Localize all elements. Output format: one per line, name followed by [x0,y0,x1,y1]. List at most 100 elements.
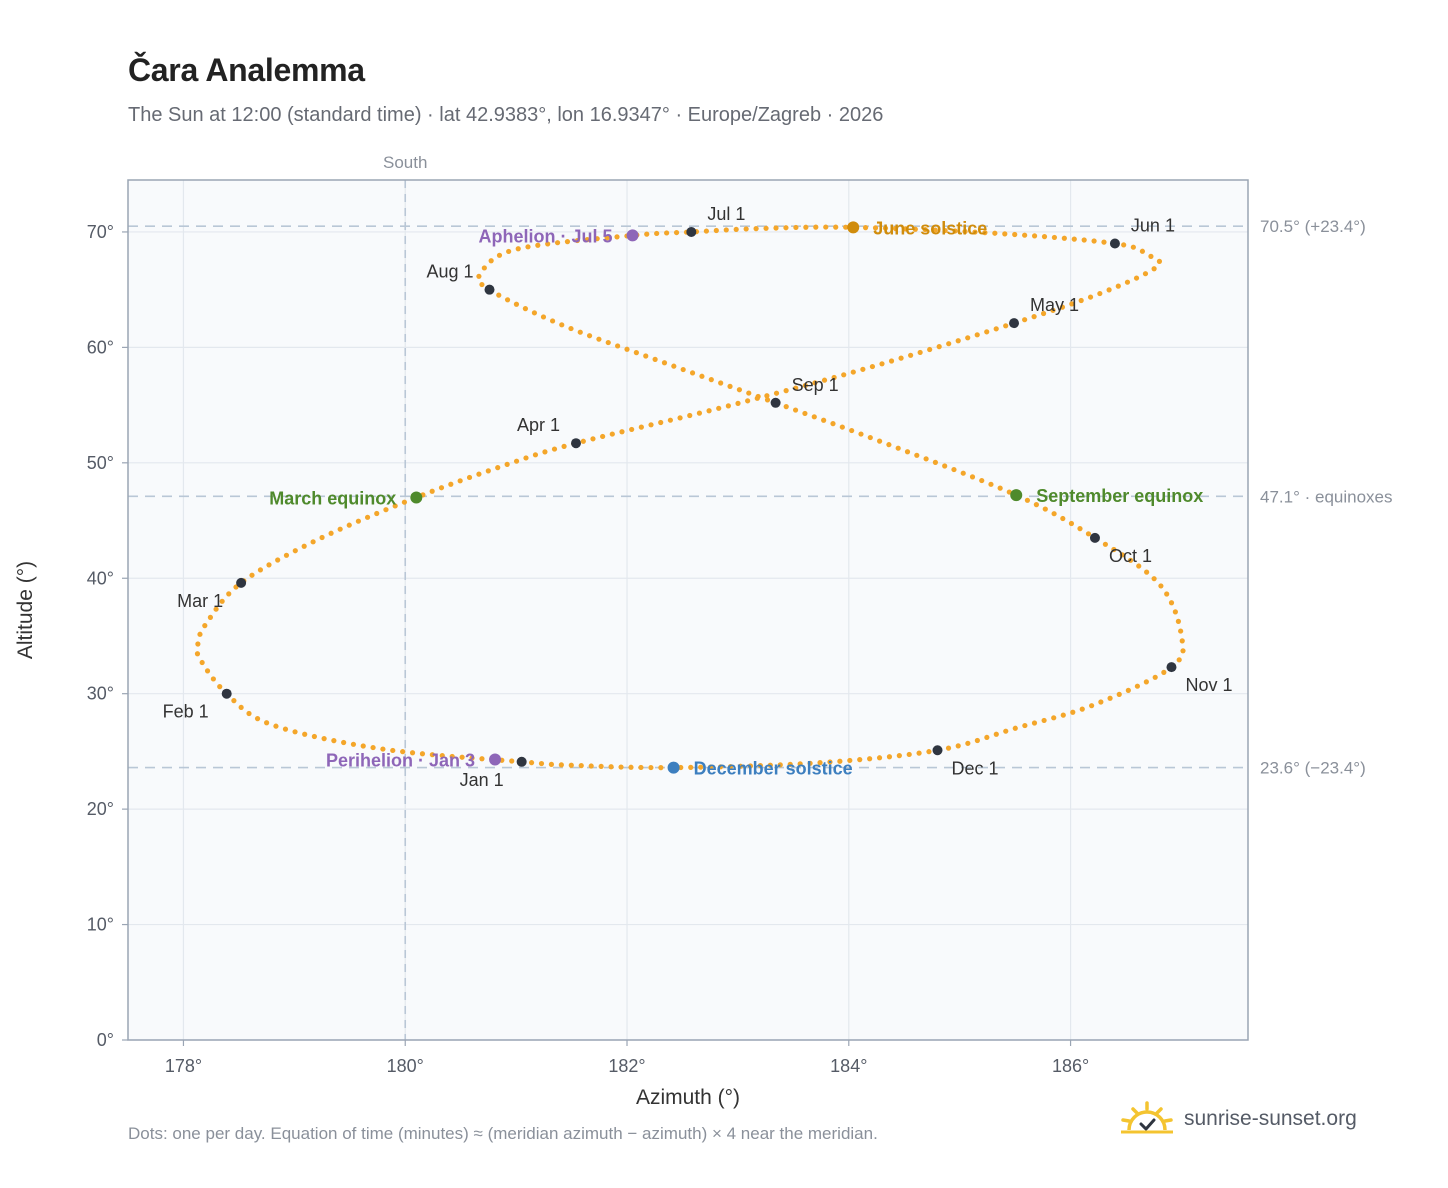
daily-sun-dot [1121,242,1127,248]
daily-sun-dot [813,224,819,230]
month-marker-dot [1166,662,1177,673]
daily-sun-dot [246,710,252,717]
x-tick-label: 178° [165,1056,202,1076]
daily-sun-dot [922,227,928,233]
daily-sun-dot [238,704,244,711]
daily-sun-dot [364,514,371,520]
daily-sun-dot [594,236,600,242]
daily-sun-dot [743,226,749,232]
daily-sun-dot [1130,244,1136,250]
daily-sun-dot [821,377,828,383]
daily-sun-dot [629,426,635,433]
daily-sun-dot [1111,546,1117,553]
daily-sun-dot [725,403,731,409]
y-tick-label: 20° [87,799,114,819]
daily-sun-dot [481,265,487,271]
daily-sun-dot [860,366,866,372]
daily-sun-dot [821,417,827,423]
daily-sun-dot [965,740,971,746]
daily-sun-dot [439,752,445,759]
daily-sun-dot [671,363,677,369]
daily-sun-dot [559,322,565,328]
daily-sun-dot [698,764,704,770]
daily-sun-dot [802,410,808,417]
daily-sun-dot [588,763,594,769]
reference-lines: South 70.5° (+23.4°) 47.1° · equinoxes 23.6… [128,153,1393,1040]
daily-sun-dot [708,377,714,383]
x-tick-label: 182° [608,1056,645,1076]
plot-frame [127,179,1249,1041]
daily-sun-dot [886,754,893,760]
daily-sun-dot [737,763,744,769]
daily-sun-dot [936,344,942,350]
daily-sun-dot [969,474,976,480]
daily-sun-dot [448,481,454,487]
x-axis-title: Azimuth (°) [636,1086,740,1109]
daily-sun-dot [283,552,290,558]
daily-sun-dot [988,481,994,487]
month-marker-label: Mar 1 [177,591,223,611]
daily-sun-dot [545,241,551,247]
month-marker-dot [1089,532,1100,543]
daily-sun-dot [254,716,261,722]
daily-sun-dot [249,572,255,578]
daily-sun-dot [1151,266,1157,272]
daily-sun-dot [803,224,809,230]
daily-sun-dot [1158,583,1164,589]
month-marker-label: Jul 1 [707,204,745,224]
brand[interactable]: sunrise-sunset.org [1120,1100,1357,1138]
daily-sun-dot [763,225,769,231]
daily-sun-dot [586,333,593,339]
daily-sun-dot [926,749,932,755]
daily-sun-dot [409,750,416,756]
daily-sun-dot [419,751,426,757]
daily-sun-dot [811,414,817,420]
daily-sun-dot [528,760,535,766]
month-marker-label: Sep 1 [792,375,839,395]
daily-sun-dot [753,226,759,232]
daily-sun-dot [504,297,511,303]
daily-sun-dot [1050,307,1056,313]
daily-sun-dot [733,226,739,233]
daily-sun-dot [568,762,574,768]
daily-sun-dot [1143,679,1149,685]
daily-sun-dot [658,765,664,771]
daily-sun-dot [380,746,386,752]
event-marker-dot [847,221,860,234]
daily-sun-dot [982,230,988,236]
daily-sun-dot [513,301,520,307]
daily-sun-dot [598,763,604,770]
daily-sun-dot [584,237,590,243]
daily-sun-dot [898,355,904,361]
daily-sun-dot [1125,687,1131,693]
daily-sun-dot [401,499,408,505]
month-marker-label: Aug 1 [426,262,473,282]
daily-sun-dot [727,383,733,389]
daily-sun-dot [346,522,352,528]
daily-sun-dot [746,390,752,396]
daily-sun-dot [747,763,754,769]
daily-sun-dot [485,468,491,474]
daily-sun-dot [886,442,892,448]
daily-sun-dot [797,761,803,767]
daily-sun-dot [1012,725,1018,731]
daily-sun-dot [438,485,445,491]
daily-sun-dot [615,343,621,349]
daily-sun-dot [531,310,538,316]
daily-sun-dot [558,762,564,768]
daily-sun-dot [429,488,435,494]
daily-sun-dot [736,387,743,393]
daily-sun-dot [341,739,347,746]
daily-sun-dot [1152,674,1158,680]
daily-sun-dot [984,329,990,335]
y-tick-label: 0° [97,1030,114,1050]
daily-sun-dot [226,591,232,597]
x-tick-label: 186° [1052,1056,1089,1076]
daily-sun-dot [469,755,475,761]
daily-sun-dot [1022,722,1028,729]
daily-sun-dot [197,631,203,637]
daily-sun-dot [696,410,703,416]
daily-sun-dot [869,363,876,370]
daily-sun-dot [1134,683,1140,689]
daily-sun-dot [932,459,939,465]
